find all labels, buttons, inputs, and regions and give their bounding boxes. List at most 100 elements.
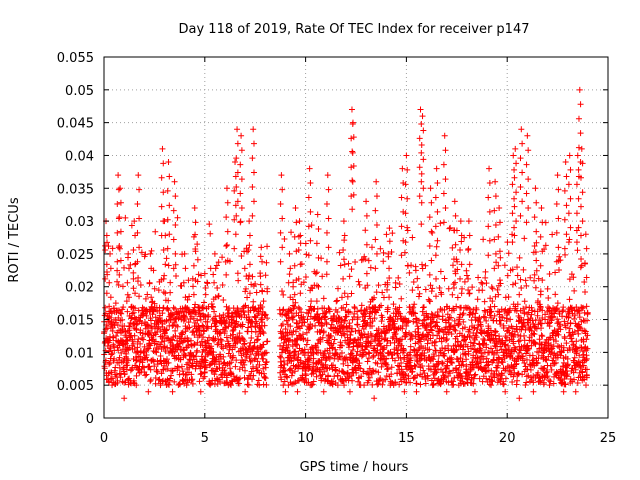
data-point-cluster — [192, 219, 199, 226]
texture-point — [448, 358, 455, 365]
data-point — [280, 342, 287, 349]
texture-point — [365, 334, 372, 341]
texture-point — [119, 316, 126, 323]
texture-point — [344, 293, 351, 300]
data-point-cluster — [340, 304, 347, 311]
texture-point — [320, 329, 327, 336]
data-point — [246, 218, 253, 225]
texture-point — [108, 351, 115, 358]
data-point — [395, 342, 402, 349]
data-point-cluster — [561, 216, 568, 223]
texture-point — [449, 262, 456, 269]
texture-point — [349, 347, 356, 354]
data-point-cluster — [511, 166, 518, 173]
x-tick-label: 10 — [297, 431, 314, 446]
data-point-cluster — [384, 308, 391, 315]
texture-point — [521, 360, 528, 367]
texture-point — [434, 309, 441, 316]
data-point-cluster — [404, 195, 411, 202]
texture-point — [200, 334, 207, 341]
texture-point — [199, 342, 206, 349]
texture-point — [377, 245, 384, 252]
texture-point — [133, 315, 140, 322]
texture-point — [414, 372, 421, 379]
texture-point — [155, 377, 162, 384]
texture-point — [441, 352, 448, 359]
texture-point — [333, 298, 340, 305]
texture-point — [445, 285, 452, 292]
data-point-cluster — [233, 212, 240, 219]
texture-point — [512, 280, 519, 287]
data-point-cluster — [106, 308, 113, 315]
texture-point — [537, 378, 544, 385]
texture-point — [343, 301, 350, 308]
data-point-cluster — [212, 265, 219, 272]
texture-point — [232, 363, 239, 370]
texture-point — [323, 319, 330, 326]
texture-point — [179, 368, 186, 375]
texture-point — [295, 350, 302, 357]
texture-point — [507, 305, 514, 312]
texture-point — [419, 265, 426, 272]
texture-point — [142, 251, 149, 258]
texture-point — [532, 249, 539, 256]
texture-point — [476, 375, 483, 382]
texture-point — [430, 356, 437, 363]
data-point — [558, 349, 565, 356]
texture-point — [283, 373, 290, 380]
texture-point — [422, 380, 429, 387]
data-point-cluster — [513, 189, 520, 196]
data-point — [232, 159, 239, 166]
data-point — [213, 375, 220, 382]
texture-point — [480, 335, 487, 342]
data-point — [465, 218, 472, 225]
texture-point — [492, 328, 499, 335]
data-point-cluster — [166, 231, 173, 238]
texture-point — [204, 280, 211, 287]
data-point-cluster — [180, 337, 187, 344]
texture-point — [264, 338, 271, 345]
texture-point — [565, 314, 572, 321]
texture-point — [262, 364, 269, 371]
data-point — [121, 395, 128, 402]
data-point — [490, 336, 497, 343]
texture-point — [367, 264, 374, 271]
texture-point — [452, 279, 459, 286]
texture-point — [241, 361, 248, 368]
texture-point — [534, 360, 541, 367]
data-point-cluster — [277, 258, 284, 265]
texture-point — [126, 327, 133, 334]
texture-point — [500, 381, 507, 388]
data-point-cluster — [450, 227, 457, 234]
data-point-cluster — [166, 202, 173, 209]
data-point-cluster — [125, 294, 132, 301]
texture-point — [223, 334, 230, 341]
texture-point — [531, 277, 538, 284]
data-point-cluster — [416, 164, 423, 171]
data-point-cluster — [200, 299, 207, 306]
texture-point — [480, 313, 487, 320]
data-point — [119, 323, 126, 330]
texture-point — [348, 328, 355, 335]
texture-point — [407, 357, 414, 364]
texture-point — [495, 359, 502, 366]
texture-point — [355, 278, 362, 285]
texture-point — [374, 381, 381, 388]
data-point — [544, 362, 551, 369]
texture-point — [451, 317, 458, 324]
data-point-cluster — [250, 169, 257, 176]
data-point-cluster — [573, 181, 580, 188]
data-point-cluster — [573, 210, 580, 217]
texture-point — [185, 277, 192, 284]
texture-point — [517, 347, 524, 354]
data-point-cluster — [457, 304, 464, 311]
texture-point — [282, 326, 289, 333]
data-point — [308, 382, 315, 389]
data-point-cluster — [565, 239, 572, 246]
texture-point — [457, 342, 464, 349]
texture-point — [396, 304, 403, 311]
data-point-cluster — [146, 337, 153, 344]
data-point-cluster — [182, 294, 189, 301]
texture-point — [337, 262, 344, 269]
texture-point — [293, 341, 300, 348]
